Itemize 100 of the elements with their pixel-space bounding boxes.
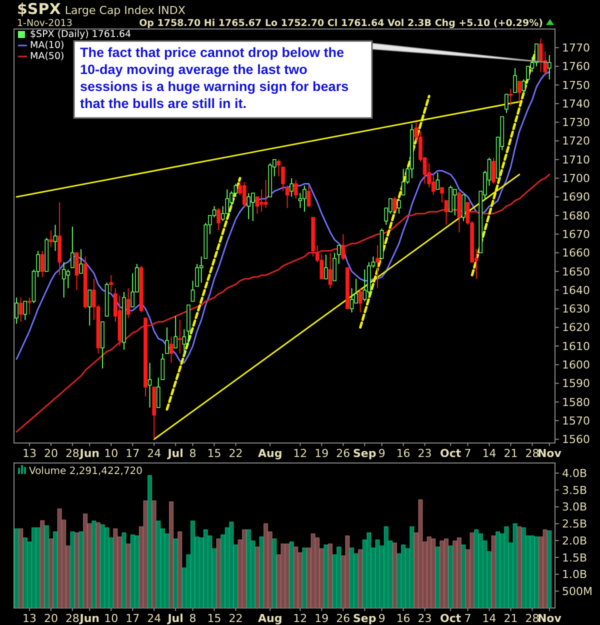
candlestick [538,38,543,72]
bar [18,528,24,608]
bar [530,535,534,608]
y-tick-label: 1650 [562,265,590,278]
y-tick-label: 1.0B [562,568,588,582]
candlestick [156,377,160,408]
candlestick [88,290,92,326]
candlestick [332,252,336,282]
candlestick [28,297,32,315]
x-tick-label: 16 [396,612,410,625]
bar [310,533,316,608]
x-tick-label: 14 [482,612,496,625]
y-tick-label: 3.0B [562,500,588,514]
candlestick [126,288,130,319]
candlestick [302,185,306,212]
bar [375,540,380,608]
x-tick-label: 22 [228,447,243,460]
candlestick [148,362,152,408]
candlestick [53,224,58,252]
candlestick [401,168,406,196]
x-tick-label: Oct [440,447,462,460]
y-tick-label: 1560 [562,433,590,446]
candlestick [534,43,538,67]
bar [96,522,100,608]
bar [53,531,58,608]
chart-subtitle: 1-Nov-2013 [17,18,72,29]
bar [448,546,453,608]
candlestick [260,188,264,212]
bar [440,540,444,608]
x-tick-label: 22 [228,612,243,625]
bar [246,529,251,608]
bar [156,520,161,608]
bar [410,526,414,608]
bar [143,500,148,608]
bar [426,536,432,608]
bar [272,538,277,608]
x-tick-label: 15 [207,612,222,625]
x-tick-label: 23 [418,447,432,460]
candlestick [436,172,440,190]
candlestick [328,252,332,289]
bar [134,535,140,608]
x-tick-label: 13 [22,612,36,625]
x-tick-label: 24 [147,612,162,625]
legend-label: $SPX (Daily) 1761.64 [30,29,132,40]
bar [254,546,260,608]
x-tick-label: 28 [525,612,540,625]
y-tick-label: 1700 [562,172,590,186]
bar [203,529,208,608]
candlestick [66,269,70,289]
y-tick-label: 1.5B [562,551,588,564]
candlestick [522,78,526,95]
bar [289,542,294,608]
candlestick [504,94,508,114]
x-tick-label: 7 [464,447,472,460]
candlestick [350,288,354,313]
line-series [16,174,550,433]
x-tick-label: 13 [22,447,36,460]
bar [130,534,135,608]
bar [70,531,75,608]
bar [392,542,397,608]
y-tick-label: 1740 [562,97,590,110]
x-tick-label: Nov [537,612,562,625]
y-tick-label: 1610 [562,340,590,353]
bar [242,529,247,608]
x-tick-label: Jul [166,447,184,460]
candlestick [306,185,311,207]
x-tick-label: Jun [78,612,100,625]
x-tick-label: 17 [126,612,140,625]
x-tick-label: 24 [147,447,162,460]
candlestick [62,262,66,298]
candlestick [242,181,246,209]
y-tick-label: 1680 [562,209,590,222]
y-tick-label: 1580 [562,396,590,409]
x-tick-label: Aug [258,447,282,460]
candlestick [49,230,53,248]
candlestick [70,226,74,268]
bar [104,527,110,608]
bar [74,532,79,608]
candlestick [517,80,522,102]
x-tick-label: 23 [418,612,432,625]
candlestick [169,336,174,364]
x-tick-label: 26 [336,447,350,460]
candlestick [74,252,79,291]
bar [113,528,118,608]
x-tick-label: 21 [504,447,518,460]
y-tick-label: 1600 [562,358,590,372]
bar [40,520,45,608]
bar [474,529,479,608]
y-tick-label: 1660 [562,246,590,260]
candlestick [255,196,260,214]
y-tick-label: 1710 [562,153,590,166]
x-tick-label: 16 [396,447,410,460]
x-tick-label: 20 [44,612,58,625]
bar [83,514,88,608]
y-tick-label: 4.0B [562,466,588,480]
x-tick-label: Aug [258,612,282,625]
y-tick-label: 1720 [562,134,590,148]
candlestick [341,234,346,261]
bar [384,526,388,608]
bar [496,531,500,608]
